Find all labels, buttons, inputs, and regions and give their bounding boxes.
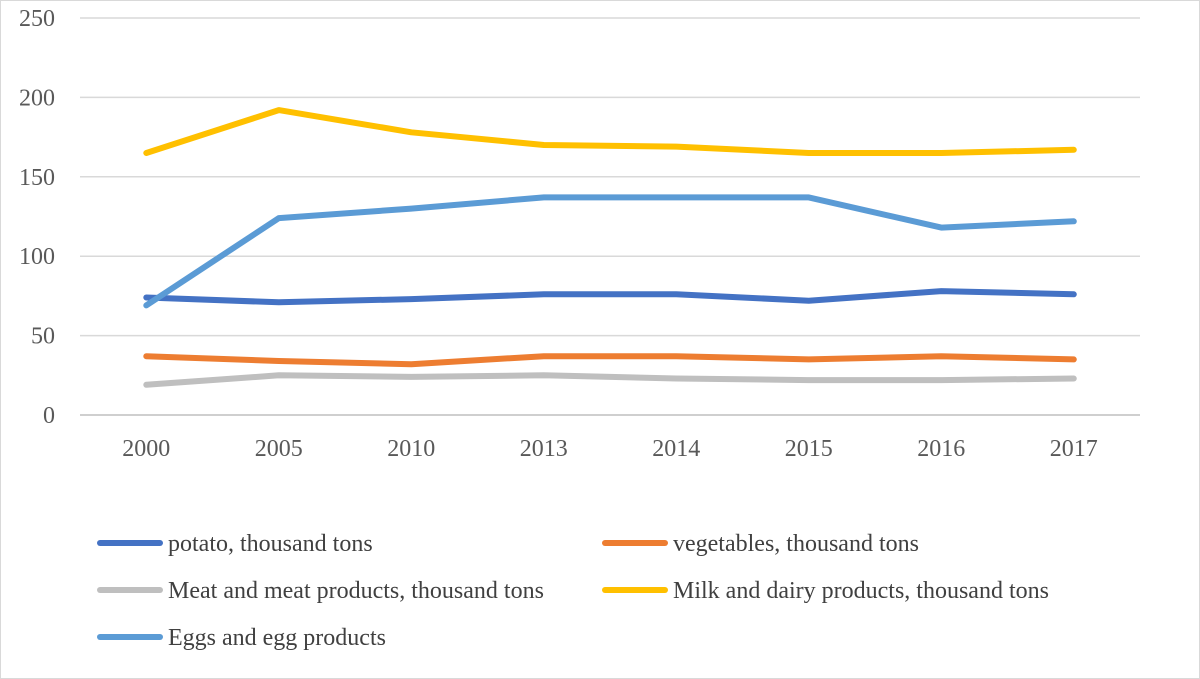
- legend-item: vegetables, thousand tons: [602, 531, 919, 557]
- x-tick-label: 2010: [387, 436, 435, 462]
- legend: potato, thousand tons vegetables, thousan…: [97, 531, 1049, 651]
- series-line-4: [143, 194, 1077, 309]
- y-tick-label: 50: [31, 324, 55, 350]
- gridlines: [80, 17, 1140, 416]
- legend-label: Eggs and egg products: [168, 625, 386, 651]
- x-tick-label: 2005: [255, 436, 303, 462]
- x-tick-label: 2013: [520, 436, 568, 462]
- y-tick-label: 0: [43, 403, 55, 429]
- series-line-1: [143, 353, 1077, 368]
- x-tick-label: 2015: [785, 436, 833, 462]
- series-line-3: [143, 107, 1077, 156]
- x-tick-label: 2014: [652, 436, 700, 462]
- legend-label: potato, thousand tons: [168, 531, 373, 557]
- legend-label: Milk and dairy products, thousand tons: [673, 578, 1049, 604]
- y-tick-label: 200: [19, 85, 55, 111]
- legend-item: Eggs and egg products: [97, 625, 386, 651]
- x-axis-ticks: 2000 2005 2010 2013 2014 2015 2016 2017: [122, 436, 1098, 462]
- series-line-2: [143, 372, 1077, 388]
- series-lines: [143, 107, 1077, 388]
- x-tick-label: 2017: [1050, 436, 1098, 462]
- legend-item: potato, thousand tons: [97, 531, 373, 557]
- series-line-0: [143, 288, 1077, 306]
- y-axis-ticks: 0 50 100 150 200 250: [19, 6, 55, 429]
- x-tick-label: 2000: [122, 436, 170, 462]
- y-tick-label: 100: [19, 244, 55, 270]
- x-tick-label: 2016: [917, 436, 965, 462]
- legend-label: vegetables, thousand tons: [673, 531, 919, 557]
- y-tick-label: 250: [19, 6, 55, 32]
- y-tick-label: 150: [19, 165, 55, 191]
- legend-item: Milk and dairy products, thousand tons: [602, 578, 1049, 604]
- legend-item: Meat and meat products, thousand tons: [97, 578, 544, 604]
- legend-label: Meat and meat products, thousand tons: [168, 578, 544, 604]
